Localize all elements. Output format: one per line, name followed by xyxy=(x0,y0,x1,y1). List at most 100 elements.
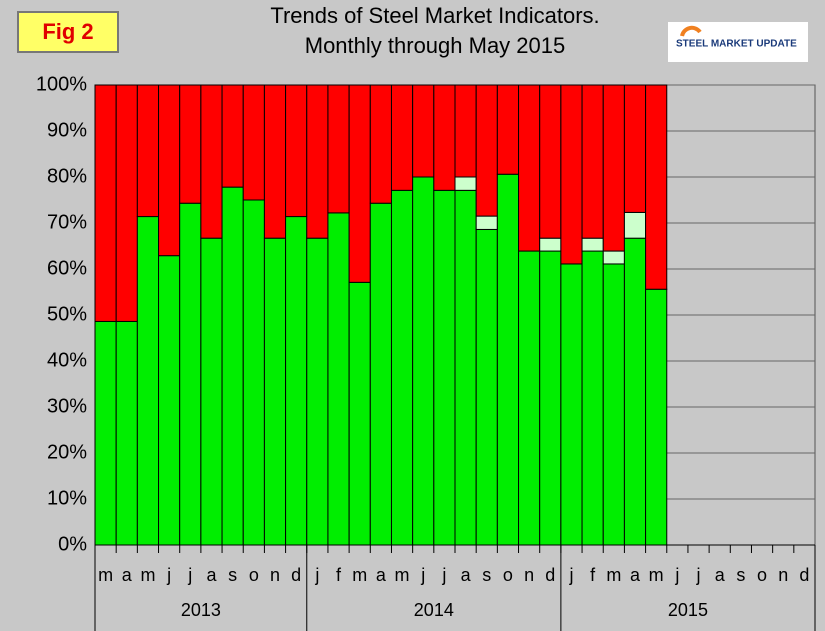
bar-segment xyxy=(158,84,181,257)
bar-segment xyxy=(179,202,202,546)
bar-segment xyxy=(475,228,498,546)
bar-segment xyxy=(581,84,604,239)
bar-segment xyxy=(454,189,477,546)
bar-segment xyxy=(115,84,138,322)
y-tick-label: 30% xyxy=(47,395,87,417)
bar-segment xyxy=(454,84,477,178)
x-tick-label: f xyxy=(590,565,596,585)
bar-segment xyxy=(369,202,392,546)
x-tick-label: j xyxy=(696,565,701,585)
bar-segment xyxy=(200,237,223,546)
bar-segment xyxy=(369,84,392,204)
x-tick-label: a xyxy=(376,565,387,585)
group-label: 2013 xyxy=(181,600,221,620)
figure-label-box xyxy=(17,11,119,53)
x-tick-label: f xyxy=(336,565,342,585)
bar-segment xyxy=(221,186,244,546)
bar-segment xyxy=(539,84,562,239)
y-tick-label: 100% xyxy=(36,73,87,95)
x-tick-label: n xyxy=(270,565,280,585)
x-tick-label: o xyxy=(757,565,767,585)
y-tick-label: 80% xyxy=(47,165,87,187)
bar-segment xyxy=(602,250,625,265)
bar-segment xyxy=(454,176,477,191)
bar-segment xyxy=(285,84,308,218)
figure-label: Fig 2 xyxy=(42,19,93,44)
bar-segment xyxy=(306,237,329,546)
y-tick-label: 40% xyxy=(47,349,87,371)
x-tick-label: m xyxy=(649,565,664,585)
x-tick-label: a xyxy=(715,565,726,585)
y-tick-label: 70% xyxy=(47,211,87,233)
x-tick-label: d xyxy=(545,565,555,585)
bar-segment xyxy=(136,84,160,218)
y-tick-label: 0% xyxy=(58,533,87,555)
x-tick-label: a xyxy=(122,565,133,585)
bar-segment xyxy=(623,237,647,546)
bar-segment xyxy=(94,320,117,546)
x-tick-label: m xyxy=(395,565,410,585)
x-tick-label: m xyxy=(352,565,367,585)
y-tick-label: 20% xyxy=(47,441,87,463)
bar-segment xyxy=(623,211,647,239)
y-tick-label: 10% xyxy=(47,487,87,509)
bar-segment xyxy=(602,263,625,546)
x-tick-label: d xyxy=(291,565,301,585)
bar-segment xyxy=(263,84,287,239)
bar-segment xyxy=(433,189,456,546)
group-label: 2014 xyxy=(414,600,454,620)
x-tick-label: o xyxy=(249,565,259,585)
x-tick-label: n xyxy=(778,565,788,585)
bar-segment xyxy=(518,84,541,252)
x-tick-label: j xyxy=(166,565,171,585)
x-tick-label: j xyxy=(314,565,319,585)
bar-segment xyxy=(348,281,371,546)
bar-segment xyxy=(348,84,371,283)
x-tick-label: s xyxy=(482,565,491,585)
y-tick-label: 90% xyxy=(47,119,87,141)
bar-segment xyxy=(581,250,604,546)
x-tick-label: j xyxy=(420,565,425,585)
bar-segment xyxy=(560,84,583,265)
chart-title: Monthly through May 2015 xyxy=(305,33,566,58)
x-tick-label: s xyxy=(228,565,237,585)
bar-segment xyxy=(327,212,350,546)
x-tick-label: n xyxy=(524,565,534,585)
x-tick-label: a xyxy=(461,565,472,585)
group-label: 2015 xyxy=(668,600,708,620)
bar-segment xyxy=(285,216,308,546)
bar-segment xyxy=(221,84,244,188)
bar-segment xyxy=(475,215,498,230)
bar-segment xyxy=(136,216,160,546)
bar-segment xyxy=(200,84,223,239)
x-tick-label: m xyxy=(98,565,113,585)
x-tick-label: j xyxy=(674,565,679,585)
x-tick-label: m xyxy=(140,565,155,585)
bar-segment xyxy=(390,84,414,191)
bar-segment xyxy=(475,84,498,217)
bar-segment xyxy=(263,237,287,546)
x-tick-label: j xyxy=(441,565,446,585)
bar-segment xyxy=(390,189,414,546)
bar-segment xyxy=(623,84,647,213)
bar-segment xyxy=(242,84,265,201)
x-tick-label: m xyxy=(606,565,621,585)
bar-segment xyxy=(306,84,329,239)
chart-title: Trends of Steel Market Indicators. xyxy=(270,3,599,28)
x-tick-label: a xyxy=(206,565,217,585)
bar-segment xyxy=(115,320,138,546)
bar-segment xyxy=(602,84,625,252)
bar-segment xyxy=(539,237,562,252)
bar-segment xyxy=(327,84,350,214)
x-tick-label: j xyxy=(568,565,573,585)
bar-segment xyxy=(496,84,520,175)
x-tick-label: j xyxy=(187,565,192,585)
bar-segment xyxy=(645,288,668,546)
bar-segment xyxy=(645,84,668,290)
bar-segment xyxy=(518,250,541,546)
bar-segment xyxy=(412,84,435,178)
y-tick-label: 60% xyxy=(47,257,87,279)
bar-segment xyxy=(179,84,202,204)
